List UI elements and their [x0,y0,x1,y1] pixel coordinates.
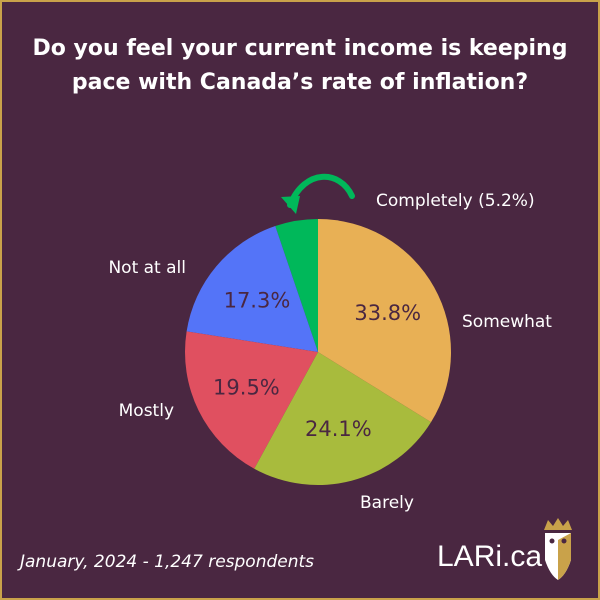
slice-category-label: Somewhat [462,312,552,332]
slice-category-label: Mostly [119,401,174,421]
completely-arrow-icon [287,173,355,208]
pie-slice-barely [254,352,432,485]
slice-category-label: Completely (5.2%) [376,191,535,211]
slice-category-label: Not at all [108,258,186,278]
slice-value-label: 19.5% [213,375,280,399]
slice-value-label: 17.3% [224,289,291,313]
slice-value-label: 24.1% [305,417,372,441]
arrow-head-icon [281,196,300,214]
slice-value-label: 33.8% [354,301,421,325]
pie-slice-completely [275,219,318,352]
pie-slice-somewhat [318,219,452,423]
slice-category-label: Barely [360,493,414,513]
brand-logo-text: LARi.ca [437,540,543,573]
footer-note: January, 2024 - 1,247 respondents [20,552,315,572]
pie-slice-mostly [185,331,318,469]
pie-slice-not-at-all [186,226,318,352]
chart-title: Do you feel your current income is keepi… [32,36,568,95]
